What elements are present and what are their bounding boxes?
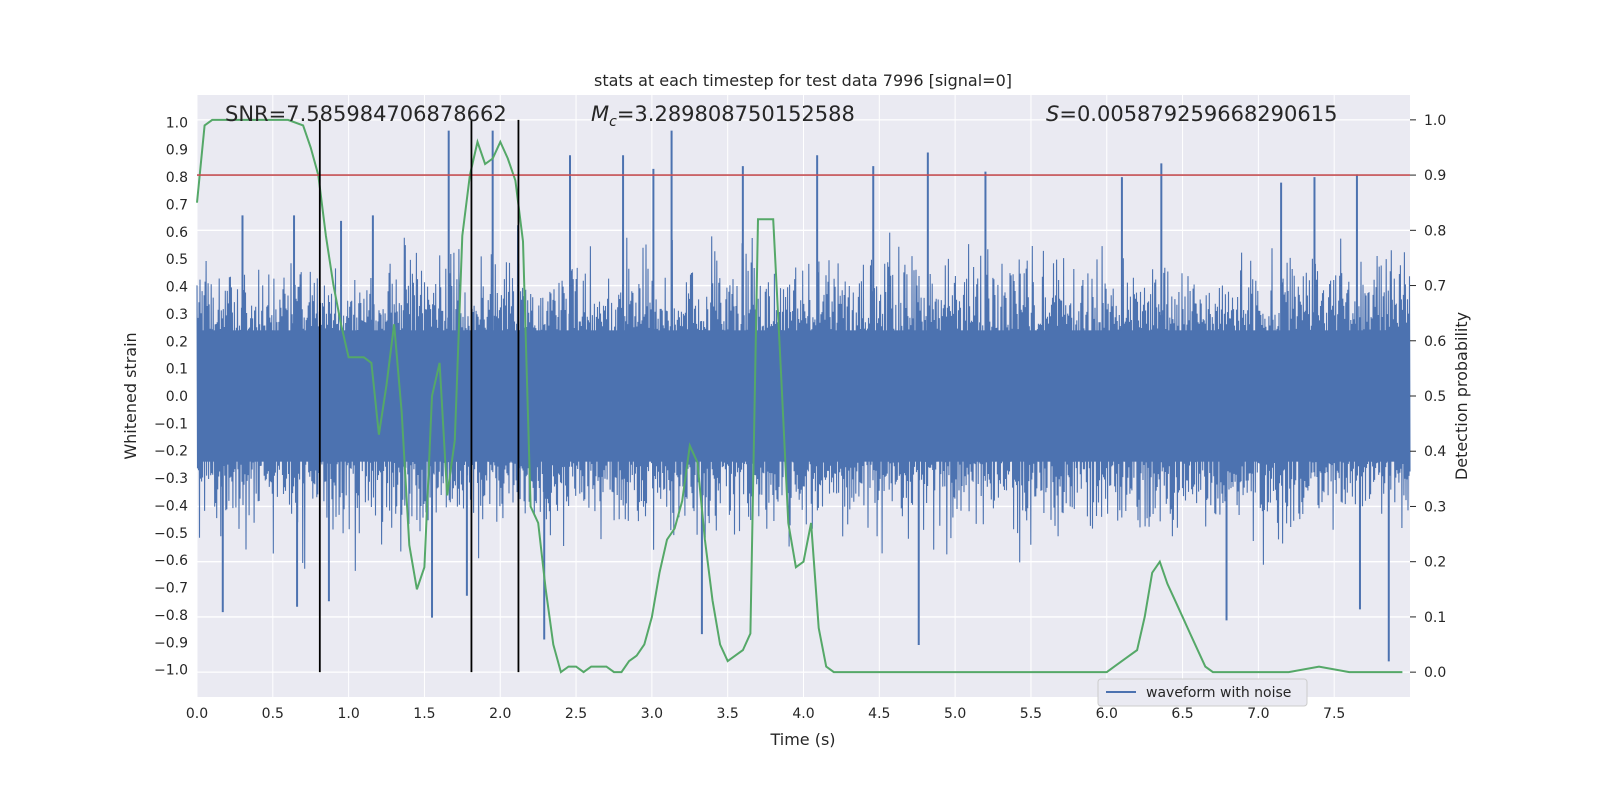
y2-tick-label: 0.7: [1424, 279, 1446, 295]
x-tick-label: 2.5: [565, 706, 587, 722]
y2-tick-label: 1.0: [1424, 113, 1446, 129]
strain-core-band: [197, 330, 1410, 462]
x-tick-label: 4.5: [868, 706, 890, 722]
y-tick-label: −0.5: [154, 526, 188, 542]
x-tick-label: 1.5: [413, 706, 435, 722]
x-tick-label: 0.5: [262, 706, 284, 722]
y-tick-label: 0.2: [166, 334, 188, 350]
x-tick-label: 5.5: [1020, 706, 1042, 722]
y-tick-label: 0.6: [166, 225, 188, 241]
y-tick-label: 1.0: [166, 115, 188, 131]
chirp-mass-annotation: Mc=3.289808750152588: [591, 102, 855, 130]
x-tick-label: 3.5: [717, 706, 739, 722]
y-tick-label: −0.9: [154, 635, 188, 651]
y-tick-label: −0.7: [154, 581, 188, 597]
x-tick-label: 7.5: [1323, 706, 1345, 722]
y2-tick-label: 0.4: [1424, 444, 1446, 460]
s-symbol: S: [1046, 102, 1059, 126]
chirp-mass-subscript: c: [609, 114, 617, 130]
y-tick-label: −0.8: [154, 608, 188, 624]
y2-tick-label: 0.0: [1424, 665, 1446, 681]
x-tick-label: 5.0: [944, 706, 966, 722]
y-tick-label: 0.1: [166, 362, 188, 378]
y-tick-label: −0.2: [154, 444, 188, 460]
x-tick-label: 6.0: [1096, 706, 1118, 722]
x-axis-label: Time (s): [769, 730, 835, 749]
y2-tick-label: 0.6: [1424, 334, 1446, 350]
s-annotation: S=0.005879259668290615: [1046, 102, 1337, 126]
x-tick-label: 7.0: [1247, 706, 1269, 722]
y-axis-ticks: 1.0 0.9 0.8 0.7 0.6 0.5 0.4 0.3 0.2 0.1 0.0 −0.1 −0.…: [154, 115, 188, 678]
y-tick-label: 0.3: [166, 307, 188, 323]
y-tick-label: 0.8: [166, 170, 188, 186]
y-tick-label: 0.5: [166, 252, 188, 268]
x-tick-label: 6.5: [1171, 706, 1193, 722]
chirp-mass-value: =3.289808750152588: [617, 102, 855, 126]
y2-tick-label: 0.5: [1424, 389, 1446, 405]
y-tick-label: −0.3: [154, 471, 188, 487]
legend-label-strain: waveform with noise: [1146, 685, 1291, 701]
y2-tick-label: 0.8: [1424, 223, 1446, 239]
y2-tick-label: 0.9: [1424, 168, 1446, 184]
s-value: =0.005879259668290615: [1059, 102, 1337, 126]
y2-tick-label: 0.3: [1424, 499, 1446, 515]
y-tick-label: −1.0: [154, 663, 188, 679]
y-tick-label: 0.4: [166, 280, 188, 296]
legend-box: [1097, 678, 1308, 707]
x-tick-label: 4.0: [792, 706, 814, 722]
vertical-markers: [318, 119, 520, 673]
chirp-mass-symbol: M: [591, 102, 609, 126]
x-axis-ticks: 0.0 0.5 1.0 1.5 2.0 2.5 3.0 3.5 4.0 4.5 5.0 5.5 6.0 6…: [186, 706, 1345, 722]
x-tick-label: 3.0: [641, 706, 663, 722]
y-tick-label: −0.6: [154, 553, 188, 569]
y-tick-label: 0.0: [166, 389, 188, 405]
y-axis-label: Whitened strain: [121, 332, 140, 459]
y-tick-label: −0.1: [154, 416, 188, 432]
snr-annotation: SNR=7.585984706878662: [225, 102, 507, 126]
x-tick-label: 1.0: [337, 706, 359, 722]
y2-axis-ticks: 1.0 0.9 0.8 0.7 0.6 0.5 0.4 0.3 0.2 0.1 0.0: [1410, 113, 1446, 681]
y2-tick-label: 0.2: [1424, 555, 1446, 571]
y2-tick-label: 0.1: [1424, 610, 1446, 626]
chart-title: stats at each timestep for test data 799…: [594, 71, 1012, 90]
y-tick-label: 0.7: [166, 197, 188, 213]
probability-line: [196, 118, 1403, 674]
x-tick-label: 2.0: [489, 706, 511, 722]
y-tick-label: −0.4: [154, 498, 188, 514]
x-tick-label: 0.0: [186, 706, 208, 722]
y-tick-label: 0.9: [166, 143, 188, 159]
y2-axis-label: Detection probability: [1452, 312, 1471, 480]
probability-series: [196, 118, 1403, 674]
legend: waveform with noise: [1097, 678, 1308, 707]
